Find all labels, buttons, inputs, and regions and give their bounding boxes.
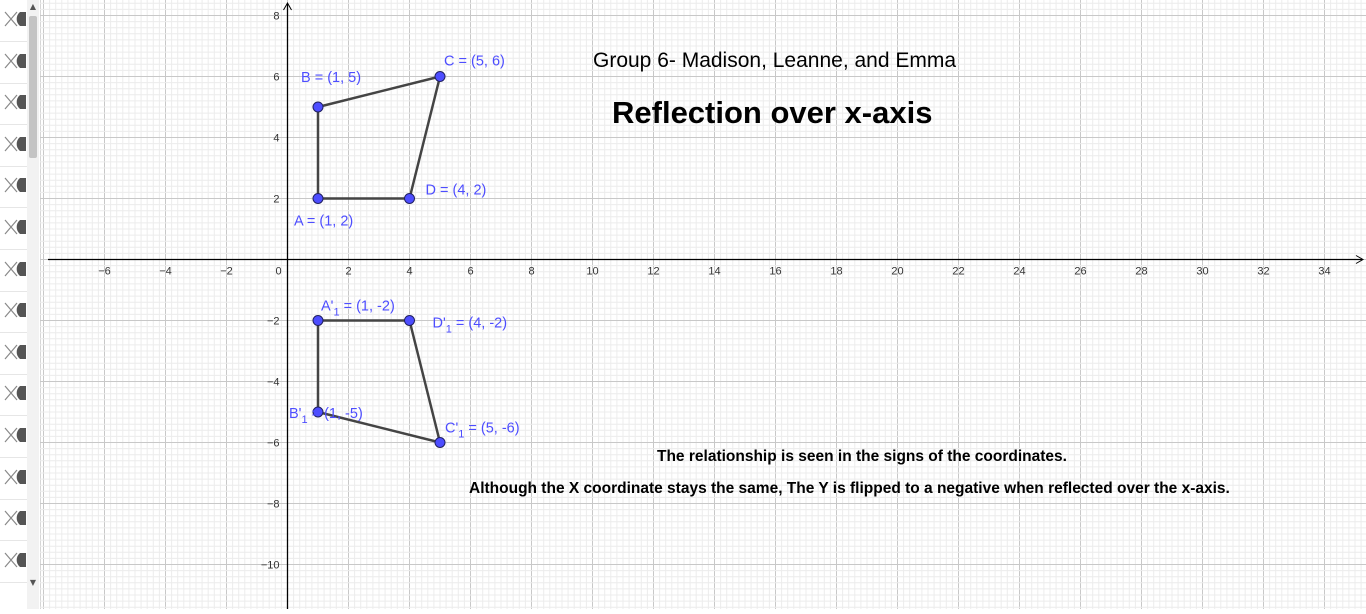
segment-c1d1[interactable] [408, 320, 442, 443]
point-dprime1[interactable] [404, 315, 415, 326]
x-tick-label: 0 [275, 266, 281, 278]
x-tick-label: 4 [406, 266, 412, 278]
algebra-row[interactable] [0, 499, 27, 542]
algebra-row[interactable] [0, 541, 27, 583]
segment-b1c1[interactable] [317, 410, 441, 444]
point-label: C = (5, 6) [444, 54, 505, 70]
axes [48, 1, 1365, 609]
coordinate-plane[interactable]: −6 −4 −2 0 2 4 6 8 10 12 14 16 18 20 22 24 26 28 30 32 34864… [36, 0, 1366, 614]
point-label: A'1 = (1, -2) [321, 299, 395, 319]
x-tick-label: 14 [708, 266, 720, 278]
scroll-down-icon[interactable]: ▼ [29, 578, 37, 587]
relationship-text: The relationship is seen in the signs of… [657, 448, 1067, 465]
point-label: A = (1, 2) [294, 214, 353, 230]
x-tick-label: 26 [1074, 266, 1086, 278]
scroll-up-icon[interactable]: ▲ [29, 2, 37, 11]
algebra-row[interactable] [0, 291, 27, 334]
x-tick-label: 34 [1318, 266, 1330, 278]
algebra-row[interactable] [0, 208, 27, 250]
point-label: D = (4, 2) [426, 183, 487, 199]
explanation-text: Although the X coordinate stays the same… [469, 480, 1230, 497]
algebra-row[interactable] [0, 374, 27, 417]
algebra-row[interactable] [0, 333, 27, 375]
x-tick-label: 30 [1196, 266, 1208, 278]
y-tick-label: 6 [273, 72, 279, 84]
y-tick-label: −6 [267, 438, 280, 450]
y-tick-label: 2 [273, 194, 279, 206]
x-tick-label: 10 [586, 266, 598, 278]
point-label: B = (1, 5) [301, 70, 361, 86]
page-title: Reflection over x-axis [612, 95, 933, 130]
algebra-row[interactable] [0, 42, 27, 84]
grid [36, 0, 1366, 614]
x-tick-label: 20 [891, 266, 903, 278]
x-tick-label: 24 [1013, 266, 1025, 278]
algebra-row[interactable] [0, 0, 27, 42]
point-a[interactable] [312, 193, 324, 204]
point-d[interactable] [404, 193, 415, 204]
x-tick-label: 2 [345, 266, 351, 278]
x-tick-label: 22 [952, 266, 964, 278]
x-tick-label: −2 [220, 266, 233, 278]
y-tick-label: −2 [267, 316, 280, 328]
algebra-row[interactable] [0, 458, 27, 500]
point-aprime1[interactable] [312, 315, 324, 326]
x-tick-label: 8 [528, 266, 534, 278]
point-cprime1[interactable] [434, 437, 446, 448]
algebra-row[interactable] [0, 416, 27, 458]
algebra-row[interactable] [0, 125, 27, 167]
x-tick-label: 6 [467, 266, 473, 278]
algebra-row[interactable] [0, 166, 27, 209]
x-tick-label: 28 [1135, 266, 1147, 278]
point-label: B'1 = (1, -5) [289, 406, 363, 426]
segment-bc[interactable] [317, 75, 441, 109]
point-bprime1[interactable] [312, 406, 324, 418]
group-title: Group 6- Madison, Leanne, and Emma [593, 49, 957, 72]
y-tick-label: −4 [267, 377, 280, 389]
scroll-thumb[interactable] [29, 16, 37, 158]
x-tick-label: 12 [647, 266, 659, 278]
point-c[interactable] [434, 71, 446, 82]
algebra-scrollbar[interactable]: ▲ ▼ [27, 0, 39, 609]
algebra-row[interactable] [0, 250, 27, 292]
point-label: C'1 = (5, -6) [445, 421, 520, 441]
point-b[interactable] [312, 101, 324, 113]
segment-cd[interactable] [408, 76, 442, 199]
y-tick-label: −10 [261, 560, 280, 572]
y-tick-label: 8 [273, 11, 279, 23]
x-tick-label: −6 [98, 266, 111, 278]
x-tick-label: 32 [1257, 266, 1269, 278]
point-label: D'1 = (4, -2) [433, 316, 508, 336]
x-tick-label: 16 [769, 266, 781, 278]
algebra-row[interactable] [0, 83, 27, 126]
x-tick-labels: −6 −4 −2 0 2 4 6 8 10 12 14 16 18 20 22 24 26 28 30 32 34 [98, 266, 1330, 278]
y-tick-labels: 8 6 4 2 −2 −4 −6 −8 −10 [261, 11, 280, 572]
y-tick-label: 4 [273, 133, 279, 145]
y-tick-label: −8 [267, 499, 280, 511]
graphics-view[interactable]: −6 −4 −2 0 2 4 6 8 10 12 14 16 18 20 22 24 26 28 30 32 34 8 6 4… [36, 0, 1366, 614]
x-tick-label: −4 [159, 266, 172, 278]
x-tick-label: 18 [830, 266, 842, 278]
